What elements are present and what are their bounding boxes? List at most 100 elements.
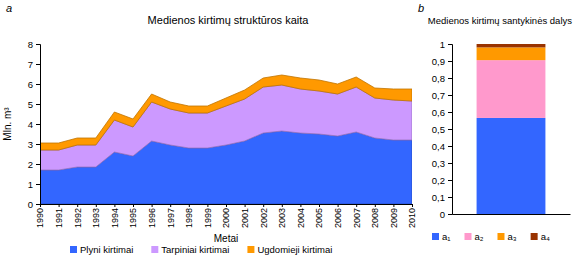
tick-label: 0,6	[432, 107, 445, 118]
tick: 0,7	[432, 90, 452, 101]
tick-mark	[448, 95, 452, 96]
legend-item: Tarpiniai kirtimai	[151, 244, 229, 255]
tick: 2	[28, 159, 40, 170]
tick-label: 4	[28, 119, 33, 130]
legend-item: a₄	[531, 231, 550, 242]
axis-line	[41, 205, 413, 208]
tick: 1993	[91, 204, 101, 228]
tick-label: 1993	[91, 208, 101, 228]
tick-mark	[114, 204, 115, 207]
tick-label: 0	[28, 199, 33, 210]
legend-swatch	[465, 233, 472, 240]
tick: 2000	[221, 204, 231, 228]
tick-mark	[393, 204, 394, 207]
tick-mark	[448, 61, 452, 62]
tick: 2007	[352, 204, 362, 228]
tick: 1991	[54, 204, 64, 228]
tick-mark	[448, 163, 452, 164]
tick-mark	[356, 204, 357, 207]
tick-label: 1996	[147, 208, 157, 228]
tick-mark	[36, 164, 40, 165]
tick-mark	[412, 204, 413, 207]
tick: 2009	[389, 204, 399, 228]
tick-label: 1998	[184, 208, 194, 228]
tick-label: 0,4	[432, 141, 445, 152]
tick: 1997	[166, 204, 176, 228]
legend-swatch	[247, 246, 254, 253]
legend-swatch	[151, 246, 158, 253]
tick: 0,3	[432, 158, 452, 169]
tick-mark	[96, 204, 97, 207]
tick-label: 2004	[296, 208, 306, 228]
bar-segment	[477, 118, 546, 214]
tick: 2006	[333, 204, 343, 228]
bar-segment	[477, 44, 546, 47]
tick-mark	[245, 204, 246, 207]
tick: 6	[28, 79, 40, 90]
tick-label: 0,1	[432, 192, 445, 203]
tick-mark	[40, 204, 41, 207]
tick-label: 1995	[128, 208, 138, 228]
plot-area	[40, 75, 412, 204]
tick: 2010	[407, 204, 417, 228]
tick-mark	[170, 204, 171, 207]
tick: 5	[28, 99, 40, 110]
legend-label: a₃	[507, 231, 516, 242]
tick-label: 2005	[314, 208, 324, 228]
tick-mark	[77, 204, 78, 207]
legend-label: a₁	[442, 231, 451, 242]
axis-line	[453, 214, 571, 215]
tick-mark	[375, 204, 376, 207]
tick-label: 1991	[54, 208, 64, 228]
tick: 1994	[110, 204, 120, 228]
tick: 0,2	[432, 175, 452, 186]
panel-label: a	[6, 2, 12, 14]
tick-mark	[338, 204, 339, 207]
tick: 4	[28, 119, 40, 130]
tick-label: 2	[28, 159, 33, 170]
tick: 1996	[147, 204, 157, 228]
tick-mark	[189, 204, 190, 207]
tick-label: 7	[28, 59, 33, 70]
tick-mark	[448, 129, 452, 130]
tick-label: 2010	[407, 208, 417, 228]
axis-line	[36, 45, 41, 205]
tick: 2001	[240, 204, 250, 228]
legend-label: Ugdomieji kirtimai	[257, 244, 332, 255]
tick-label: 1990	[35, 208, 45, 228]
tick-label: 0,9	[432, 56, 445, 67]
tick-label: 0,5	[432, 124, 445, 135]
tick-mark	[133, 204, 134, 207]
tick-label: 2008	[370, 208, 380, 228]
tick: 1990	[35, 204, 45, 228]
tick: 2002	[259, 204, 269, 228]
tick-label: 2001	[240, 208, 250, 228]
tick-mark	[226, 204, 227, 207]
bar-segment	[477, 60, 546, 118]
tick-mark	[36, 44, 40, 45]
axis-title: Mln. m³	[2, 107, 13, 141]
tick-label: 8	[28, 39, 33, 50]
tick: 2005	[314, 204, 324, 228]
legend: Plyni kirtimaiTarpiniai kirtimaiUgdomiej…	[70, 244, 332, 255]
tick: 7	[28, 59, 40, 70]
tick-mark	[448, 78, 452, 79]
tick-label: 2006	[333, 208, 343, 228]
tick: 1998	[184, 204, 194, 228]
tick-mark	[263, 204, 264, 207]
tick-mark	[282, 204, 283, 207]
tick-label: 6	[28, 79, 33, 90]
legend-item: a₃	[497, 231, 516, 242]
panel-label: b	[418, 2, 424, 14]
tick-mark	[448, 112, 452, 113]
tick-label: 1997	[166, 208, 176, 228]
x-axis	[453, 214, 571, 216]
tick-mark	[152, 204, 153, 207]
figure: 0123456781990199119921993199419951996199…	[0, 0, 576, 259]
tick: 0,1	[432, 192, 452, 203]
tick-mark	[448, 197, 452, 198]
legend-swatch	[531, 233, 538, 240]
axis-line	[448, 45, 453, 215]
chart: 0123456781990199119921993199419951996199…	[2, 2, 417, 255]
tick-label: 1999	[203, 208, 213, 228]
